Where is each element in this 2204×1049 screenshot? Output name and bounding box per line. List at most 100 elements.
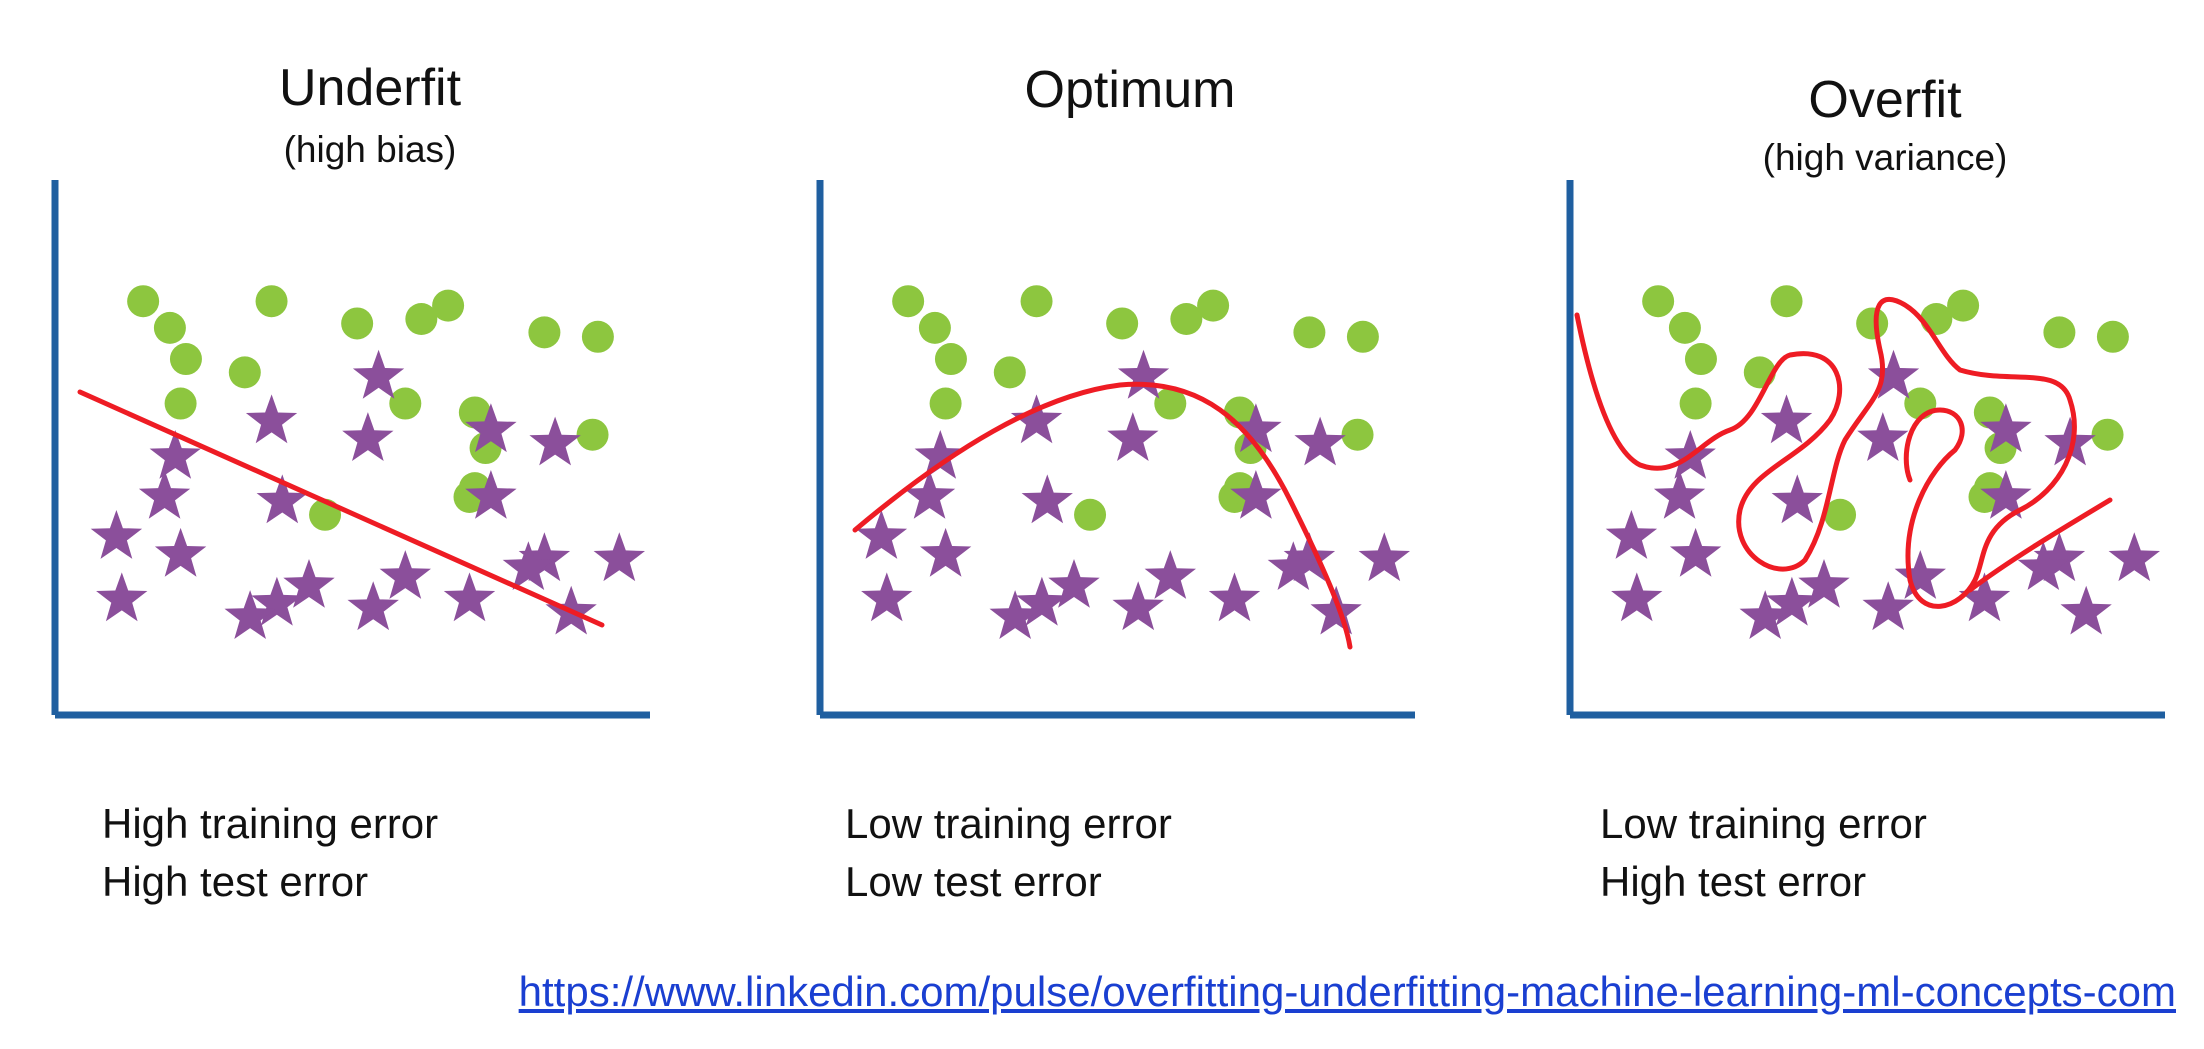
optimum-green-circle bbox=[934, 343, 967, 376]
overfit-training-error: Low training error bbox=[1600, 800, 1927, 847]
overfit-title: Overfit bbox=[1808, 71, 1962, 129]
optimum-green-circle bbox=[993, 356, 1026, 389]
underfit-purple-star bbox=[443, 572, 496, 622]
overfit-test-error: High test error bbox=[1600, 858, 1867, 905]
optimum-purple-star bbox=[1358, 532, 1410, 582]
overfit-purple-star bbox=[1980, 403, 2032, 453]
underfit-green-circle bbox=[164, 387, 197, 420]
optimum-title: Optimum bbox=[1024, 61, 1236, 119]
underfit-purple-star bbox=[256, 474, 308, 524]
optimum-purple-star bbox=[914, 430, 966, 479]
underfit-purple-star bbox=[90, 510, 143, 559]
overfit-purple-star bbox=[1867, 349, 1920, 399]
overfit-purple-star bbox=[1611, 572, 1663, 622]
optimum-purple-star bbox=[1016, 576, 1068, 626]
overfit-purple-star bbox=[1669, 527, 1722, 577]
optimum-purple-star bbox=[1310, 585, 1362, 635]
overfit-purple-star bbox=[1958, 572, 2011, 622]
optimum-purple-star bbox=[861, 572, 913, 622]
underfit-purple-star bbox=[465, 470, 517, 519]
optimum-purple-star bbox=[1208, 572, 1261, 622]
overfit-purple-star bbox=[1798, 559, 1850, 608]
underfit-green-circle bbox=[581, 320, 614, 353]
underfit-purple-star bbox=[529, 416, 581, 466]
source-link[interactable]: https://www.linkedin.com/pulse/overfitti… bbox=[518, 968, 2176, 1015]
optimum-green-circle bbox=[918, 311, 951, 344]
overfit-fit-curve-tail bbox=[1967, 497, 2113, 593]
optimum-purple-star bbox=[919, 527, 972, 577]
optimum-green-circle bbox=[1293, 316, 1326, 349]
overfit-green-circle bbox=[1642, 285, 1675, 318]
underfit-purple-star bbox=[593, 532, 645, 582]
optimum-green-circle bbox=[1341, 418, 1374, 451]
overfit-purple-star bbox=[1605, 510, 1658, 559]
overfit-green-circle bbox=[1679, 387, 1712, 420]
optimum-green-circle bbox=[1197, 289, 1230, 322]
overfit-green-circle bbox=[1824, 498, 1857, 531]
overfit-purple-star bbox=[1980, 470, 2032, 519]
overfit-green-circle bbox=[1856, 307, 1889, 340]
underfit-green-circle bbox=[458, 396, 491, 429]
underfit-training-error: High training error bbox=[102, 800, 439, 847]
underfit-purple-star bbox=[149, 430, 201, 479]
underfit-purple-star bbox=[465, 403, 517, 453]
underfit-green-circle bbox=[576, 418, 609, 451]
optimum-purple-star bbox=[1107, 412, 1159, 461]
underfit-purple-star bbox=[154, 527, 207, 577]
underfit-purple-star bbox=[245, 394, 298, 444]
overfit-purple-star bbox=[2108, 532, 2160, 582]
underfit-purple-star bbox=[352, 349, 405, 399]
overfit-green-circle bbox=[1684, 343, 1717, 376]
optimum-purple-star bbox=[1267, 541, 1319, 590]
overfit-purple-star bbox=[1894, 550, 1946, 599]
underfit-green-circle bbox=[153, 311, 186, 344]
underfit-purple-star bbox=[283, 559, 335, 608]
underfit-purple-star bbox=[347, 581, 399, 631]
optimum-purple-star bbox=[855, 510, 908, 559]
overfit-purple-star bbox=[2017, 541, 2069, 590]
underfit-green-circle bbox=[405, 303, 438, 335]
optimum-fit-curve bbox=[852, 381, 1353, 650]
optimum-purple-star bbox=[903, 470, 956, 519]
optimum-purple-star bbox=[1048, 559, 1100, 608]
optimum-green-circle bbox=[1154, 387, 1187, 420]
overfit-green-circle bbox=[1668, 311, 1701, 344]
overfit-purple-star bbox=[1771, 474, 1823, 524]
optimum-purple-star bbox=[1117, 349, 1170, 399]
optimum-green-circle bbox=[929, 387, 962, 420]
optimum-purple-star bbox=[1230, 470, 1282, 519]
optimum-training-error: Low training error bbox=[845, 800, 1172, 847]
overfit-purple-star bbox=[1653, 470, 1706, 519]
underfit-title: Underfit bbox=[278, 59, 462, 117]
optimum-green-circle bbox=[1020, 285, 1053, 318]
overfit-purple-star bbox=[2033, 532, 2086, 582]
optimum-purple-star bbox=[1144, 550, 1196, 599]
underfit-green-circle bbox=[255, 285, 288, 318]
underfit-purple-star bbox=[502, 541, 554, 590]
underfit-green-circle bbox=[389, 387, 422, 420]
overfit-purple-star bbox=[1739, 590, 1791, 639]
underfit-purple-star bbox=[518, 532, 571, 582]
optimum-green-circle bbox=[1074, 498, 1107, 531]
optimum-green-circle bbox=[1106, 307, 1139, 340]
underfit-green-circle bbox=[341, 307, 374, 340]
optimum-purple-star bbox=[1294, 416, 1346, 466]
overfit-subtitle: (high variance) bbox=[1762, 137, 2008, 178]
underfit-purple-star bbox=[342, 412, 394, 461]
optimum-purple-star bbox=[1283, 532, 1336, 582]
overfit-green-circle bbox=[2091, 418, 2124, 451]
optimum-green-circle bbox=[1346, 320, 1379, 353]
overfit-purple-star bbox=[2044, 416, 2096, 466]
overfit-green-circle bbox=[1973, 396, 2006, 429]
underfit-green-circle bbox=[528, 316, 561, 349]
optimum-green-circle bbox=[1170, 303, 1203, 335]
overfit-purple-star bbox=[1760, 394, 1813, 444]
underfit-purple-star bbox=[251, 576, 303, 626]
underfit-green-circle bbox=[228, 356, 261, 389]
underfit-subtitle: (high bias) bbox=[283, 129, 457, 170]
underfit-test-error: High test error bbox=[102, 858, 369, 905]
optimum-purple-star bbox=[1021, 474, 1073, 524]
overfit-green-circle bbox=[1947, 289, 1980, 322]
optimum-test-error: Low test error bbox=[845, 858, 1102, 905]
